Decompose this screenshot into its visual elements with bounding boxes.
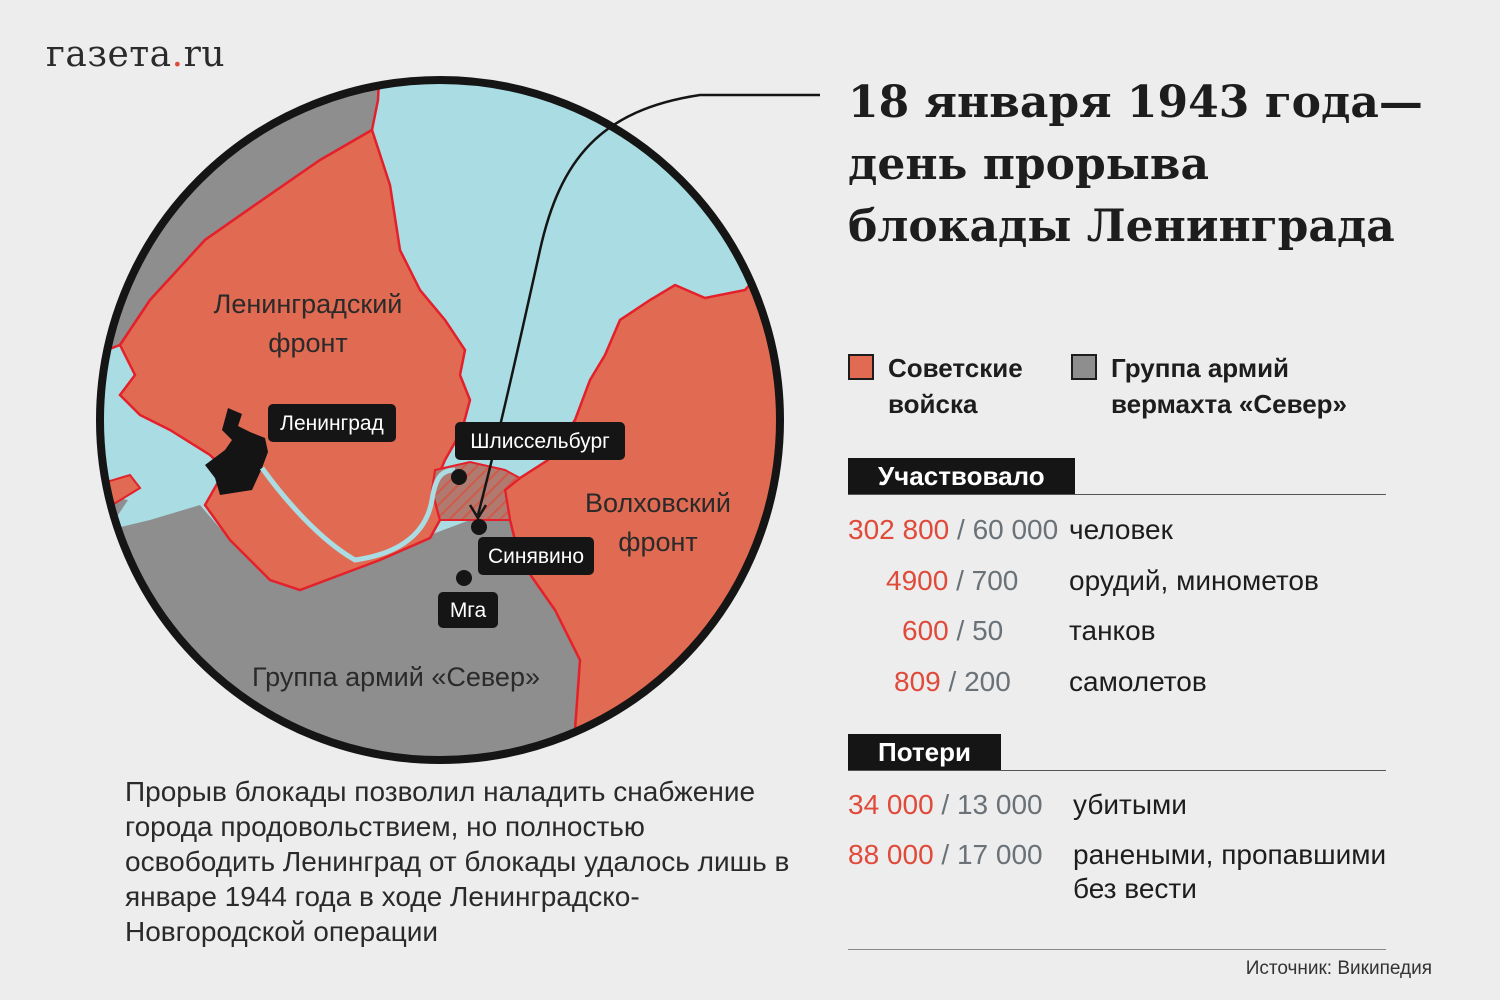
losses-desc-wounded: ранеными, пропавшими без вести [1073,838,1386,906]
neva-river [259,466,456,563]
losses-divider [848,770,1386,771]
legend-german-swatch [1071,354,1097,380]
leningrad-city-shape [205,408,268,495]
logo-suffix: ru [183,34,226,75]
legend-soviet-swatch [848,354,874,380]
legend-german-line2: вермахта «Север» [1111,389,1348,419]
mga-label: Мга [450,599,487,622]
participated-row-people: 302 800 / 60 000 [848,514,1059,545]
participated-label: Участвовало [848,458,1075,494]
shlisselburg-label-bg [455,422,625,460]
headline-line3: блокады Ленинграда [848,201,1395,252]
mga-dot [456,570,472,586]
participated-desc-people: человек [1069,514,1173,545]
participated-desc-planes: самолетов [1069,666,1207,697]
losses-desc-wounded-line2: без вести [1073,873,1197,904]
losses-desc-killed: убитыми [1073,789,1187,820]
sinyavino-label-bg [478,537,594,575]
leningrad-label-bg [268,404,396,442]
logo-dot: . [171,34,184,75]
losses-row-wounded: 88 000 / 17 000 [848,839,1043,870]
participated-desc-guns: орудий, минометов [1069,565,1319,596]
legend-soviet-line1: Советские [888,353,1023,383]
leningrad-label: Ленинград [280,412,384,435]
headline-line1: 18 января 1943 года— [848,77,1423,128]
losses-row-killed: 34 000 / 13 000 [848,789,1043,820]
participated-row-guns: 4900 / 700 [886,565,1019,596]
participated-divider [848,494,1386,495]
shlisselburg-label: Шлиссельбург [470,430,610,453]
participated-row-tanks: 600 / 50 [902,615,1004,646]
leningrad-front-label-line1: Ленинградский [214,289,403,319]
footer-divider [848,949,1386,950]
volkhov-front-label-line2: фронт [618,527,698,557]
headline-line2: день прорыва [848,139,1209,190]
leningrad-front-label-line2: фронт [268,328,348,358]
volkhov-front-label-line1: Волховский [585,488,731,518]
gazeta-logo: газета.ru [46,34,225,75]
legend-soviet-line2: войска [888,389,978,419]
shlisselburg-dot [451,469,467,485]
sinyavino-dot [471,519,487,535]
map-circle-outline [96,76,784,764]
sinyavino-label: Синявино [488,545,584,568]
pointer-arrow-icon [468,504,488,521]
logo-prefix: газета [46,34,172,75]
source-text: Источник: Википедия [1245,958,1432,979]
army-group-north-label: Группа армий «Север» [252,662,540,692]
summary-text: Прорыв блокады позволил наладить снабжен… [125,776,790,947]
mga-label-bg [438,592,498,628]
legend-german-line1: Группа армий [1111,353,1290,383]
participated-row-planes: 809 / 200 [894,666,1011,697]
participated-desc-tanks: танков [1069,615,1156,646]
losses-label: Потери [848,734,1001,770]
losses-desc-wounded-line1: ранеными, пропавшими [1073,839,1387,870]
headline: 18 января 1943 года— день прорыва блокад… [848,72,1468,258]
